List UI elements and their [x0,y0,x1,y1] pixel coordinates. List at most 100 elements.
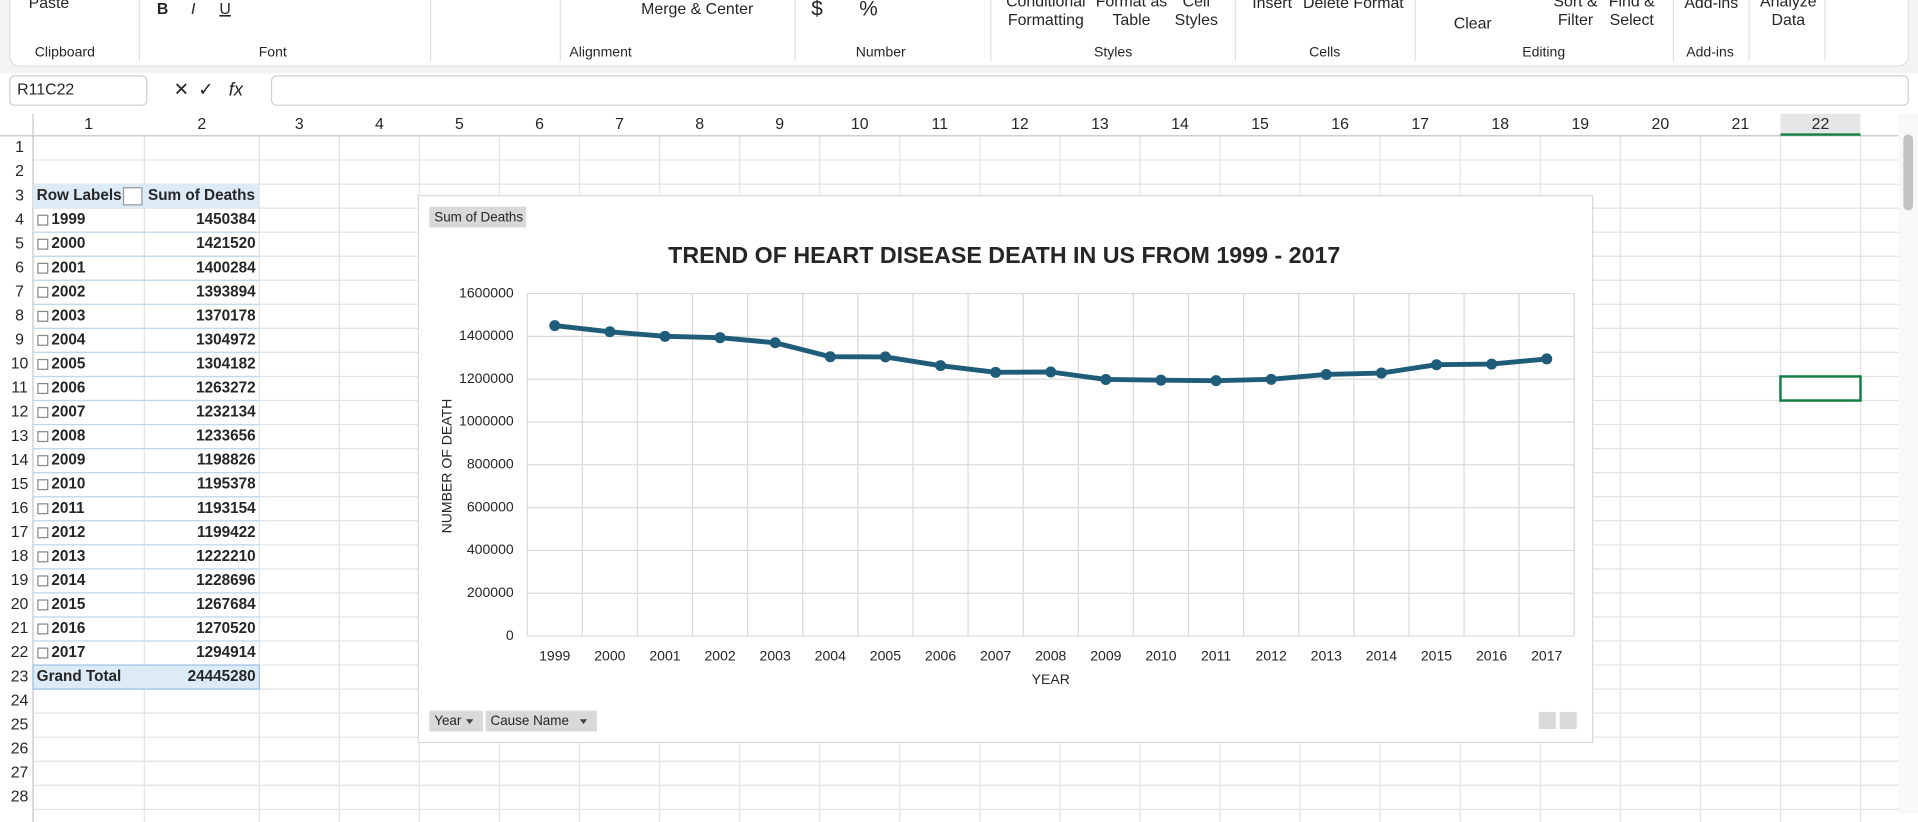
row-header[interactable]: 15 [11,476,29,493]
row-header[interactable]: 16 [11,500,29,517]
field-button[interactable] [429,206,526,228]
expand-button[interactable] [37,647,49,659]
row-header[interactable]: 8 [15,308,24,325]
row-header[interactable]: 17 [11,524,29,541]
ribbon-button-label[interactable]: Filter [1558,12,1594,29]
ribbon-button-label[interactable]: Clear [1454,16,1493,33]
row-header[interactable]: 9 [15,332,24,349]
ribbon-button-label[interactable]: Delete [1303,0,1349,12]
column-header[interactable]: 16 [1331,116,1349,133]
column-header[interactable]: 17 [1411,116,1429,133]
column-header[interactable]: 12 [1011,116,1029,133]
column-header[interactable]: 6 [535,116,544,133]
ribbon-button-label[interactable]: % [859,0,877,20]
expand-button[interactable] [37,334,49,346]
row-header[interactable]: 26 [11,740,29,757]
chart-area[interactable] [417,195,1594,744]
ribbon-button-label[interactable]: Format as [1096,0,1168,11]
row-header[interactable]: 28 [11,789,29,806]
row-header[interactable]: 20 [11,596,29,613]
column-header[interactable]: 10 [851,116,869,133]
ribbon-button-label[interactable]: $ [811,0,823,20]
row-header[interactable]: 12 [11,404,29,421]
row-header[interactable]: 25 [11,716,29,733]
row-header[interactable]: 10 [11,356,29,373]
column-header[interactable]: 11 [932,116,949,133]
column-header[interactable]: 14 [1171,116,1189,133]
collapse-field[interactable] [1559,711,1577,730]
vertical-scrollbar[interactable] [1898,113,1918,814]
row-header[interactable]: 22 [11,644,29,661]
column-header[interactable]: 13 [1091,116,1109,133]
ribbon-button-label[interactable]: Insert [1252,0,1292,12]
row-header[interactable]: 4 [15,211,24,228]
expand-button[interactable] [37,358,49,370]
expand-button[interactable] [37,407,49,419]
expand-button[interactable] [37,503,49,515]
ribbon-button-label[interactable]: Styles [1175,12,1218,29]
ribbon-button-label[interactable]: U [219,1,230,18]
expand-button[interactable] [37,310,49,322]
column-header[interactable]: 19 [1571,116,1589,133]
expand-button[interactable] [37,431,49,443]
row-header[interactable]: 7 [15,284,24,301]
row-header[interactable]: 6 [15,259,24,276]
column-header[interactable]: 20 [1652,116,1670,133]
ribbon-button-label[interactable]: Select [1610,12,1655,29]
row-header[interactable]: 5 [15,235,24,252]
formula-input[interactable] [270,75,1909,106]
expand-button[interactable] [37,214,49,226]
row-header[interactable]: 1 [15,139,24,156]
expand-button[interactable] [37,599,49,611]
scroll-thumb[interactable] [1903,134,1914,211]
expand-button[interactable] [37,455,49,467]
ribbon-button-label[interactable]: Merge & Center [641,1,754,18]
ribbon-button-label[interactable]: Conditional [1006,0,1086,11]
expand-button[interactable] [37,623,49,635]
column-header[interactable]: 7 [615,116,624,133]
column-header[interactable]: 15 [1251,116,1269,133]
expand-button[interactable] [37,238,49,250]
row-header[interactable]: 14 [11,452,29,469]
ribbon-button-label[interactable]: Find & [1609,0,1655,11]
row-header[interactable]: 23 [11,668,29,685]
column-header[interactable]: 8 [695,116,704,133]
ribbon-button-label[interactable]: Paste [29,0,70,12]
column-header[interactable]: 4 [375,116,384,133]
ribbon-button-label[interactable]: Sort & [1553,0,1598,11]
field-button[interactable] [485,710,597,732]
ribbon-button-label[interactable]: Table [1112,12,1150,29]
ribbon-button-label[interactable]: Format [1353,0,1404,12]
row-header[interactable]: 11 [11,380,28,397]
field-button[interactable] [429,710,484,732]
row-header[interactable]: 24 [11,692,29,709]
expand-button[interactable] [37,382,49,394]
column-header[interactable]: 9 [775,116,784,133]
expand-button[interactable] [37,479,49,491]
column-header[interactable]: 21 [1732,116,1750,133]
row-header[interactable]: 2 [15,163,24,180]
column-header[interactable]: 5 [455,116,464,133]
row-header[interactable]: 18 [11,548,29,565]
expand-button[interactable] [37,551,49,563]
expand-field[interactable] [1538,711,1556,730]
ribbon-button-label[interactable]: Analyze [1760,0,1817,11]
ribbon-button-label[interactable]: B [157,1,168,18]
column-header[interactable]: 3 [295,116,304,133]
row-header[interactable]: 27 [11,764,29,781]
expand-button[interactable] [37,575,49,587]
ribbon-button-label[interactable]: Data [1772,12,1806,29]
ribbon-button-label[interactable]: Cell [1183,0,1210,11]
ribbon-button-label[interactable]: I [191,1,196,18]
ribbon-button-label[interactable]: Add-ins [1684,0,1738,12]
column-header[interactable]: 22 [1812,116,1830,133]
name-box[interactable] [9,75,148,106]
column-header[interactable]: 2 [197,116,206,133]
row-header[interactable]: 13 [11,428,29,445]
ribbon-button-label[interactable]: Formatting [1008,12,1084,29]
column-header[interactable]: 18 [1491,116,1509,133]
row-header[interactable]: 3 [15,187,24,204]
expand-button[interactable] [37,286,49,298]
expand-button[interactable] [37,527,49,539]
expand-button[interactable] [37,262,49,274]
